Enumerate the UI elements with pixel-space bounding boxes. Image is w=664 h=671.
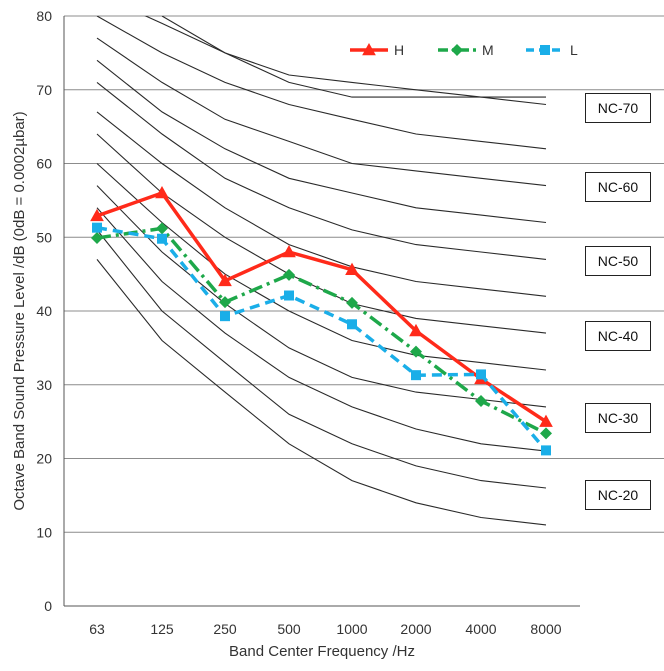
data-point-M — [475, 394, 487, 407]
nc-label-box-30: NC-30 — [585, 403, 651, 433]
data-point-L — [220, 311, 230, 322]
legend-label-M: M — [482, 42, 494, 58]
data-point-L — [347, 319, 357, 330]
data-point-H — [409, 323, 423, 337]
x-tick-label: 1000 — [336, 621, 367, 637]
nc-curve — [96, 133, 547, 334]
nc-curve — [96, 81, 547, 260]
data-point-M — [283, 268, 295, 281]
data-point-L — [92, 222, 102, 233]
x-tick-label: 4000 — [465, 621, 496, 637]
data-point-M — [540, 427, 552, 440]
y-axis-title: Octave Band Sound Pressure Level /dB (0d… — [11, 111, 28, 510]
series-line-H — [96, 191, 547, 424]
y-tick-label: 50 — [36, 229, 52, 245]
data-point-H — [539, 414, 553, 427]
data-point-M — [410, 345, 422, 358]
data-point-H — [282, 244, 296, 258]
y-tick-label: 80 — [36, 8, 52, 24]
nc-curve — [144, 16, 547, 106]
nc-curve — [96, 259, 547, 526]
legend-marker-L — [540, 45, 550, 55]
data-point-L — [284, 290, 294, 301]
legend-marker-H — [362, 42, 376, 56]
nc-curve — [96, 59, 547, 224]
x-tick-label: 8000 — [530, 621, 561, 637]
data-point-L — [541, 445, 551, 456]
y-tick-label: 20 — [36, 451, 52, 467]
y-tick-label: 10 — [36, 524, 52, 540]
y-tick-label: 70 — [36, 82, 52, 98]
y-tick-label: 0 — [44, 598, 52, 614]
x-tick-label: 125 — [150, 621, 174, 637]
data-point-L — [476, 369, 486, 380]
nc-curve — [161, 16, 546, 98]
data-point-H — [155, 185, 169, 199]
data-point-H — [218, 273, 232, 287]
nc-curve — [96, 185, 547, 408]
legend-label-H: H — [394, 42, 404, 58]
nc-label-box-70: NC-70 — [585, 93, 651, 123]
legend-marker-M — [451, 44, 463, 56]
nc-curve — [96, 111, 547, 297]
data-point-H — [90, 208, 104, 222]
nc-curve — [96, 229, 547, 489]
nc-curve — [96, 207, 547, 452]
x-tick-label: 2000 — [400, 621, 431, 637]
data-point-M — [219, 296, 231, 309]
y-tick-label: 40 — [36, 303, 52, 319]
x-tick-label: 63 — [89, 621, 105, 637]
data-point-L — [157, 233, 167, 244]
nc-label-box-60: NC-60 — [585, 172, 651, 202]
data-point-M — [91, 231, 103, 244]
nc-curve — [96, 37, 547, 187]
data-point-H — [345, 262, 359, 275]
nc-curve — [96, 163, 547, 371]
nc-label-box-40: NC-40 — [585, 321, 651, 351]
x-tick-label: 250 — [213, 621, 237, 637]
y-tick-label: 30 — [36, 377, 52, 393]
data-point-M — [346, 296, 358, 309]
series-line-M — [96, 226, 547, 435]
nc-label-box-50: NC-50 — [585, 246, 651, 276]
nc-label-box-20: NC-20 — [585, 480, 651, 510]
x-axis-title: Band Center Frequency /Hz — [229, 643, 415, 660]
x-tick-label: 500 — [277, 621, 301, 637]
nc-curve — [96, 16, 547, 150]
y-tick-label: 60 — [36, 156, 52, 172]
series-line-L — [96, 225, 548, 452]
data-point-L — [411, 370, 421, 381]
legend-label-L: L — [570, 42, 578, 58]
data-point-M — [156, 222, 168, 235]
